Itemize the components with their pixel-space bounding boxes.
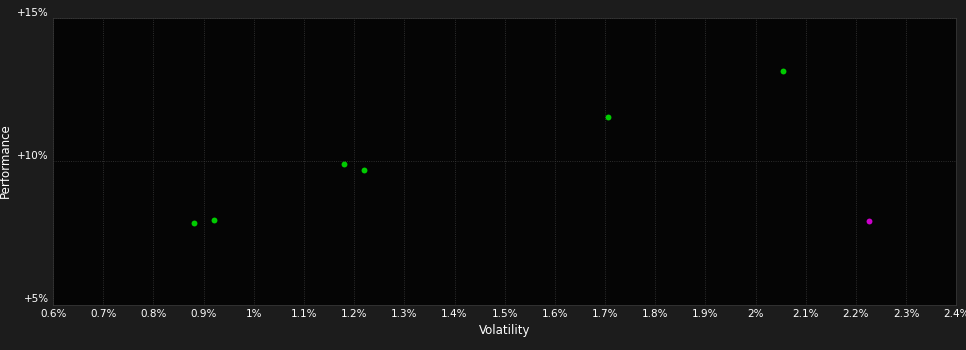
Point (600, 114, 615, 119)
Point (336, 162, 352, 167)
Point (185, 220, 201, 225)
Y-axis label: Performance: Performance (0, 124, 12, 198)
Point (776, 68, 791, 74)
Point (206, 217, 221, 223)
Point (356, 167, 372, 173)
X-axis label: Volatility: Volatility (479, 324, 530, 337)
Point (861, 218, 876, 224)
